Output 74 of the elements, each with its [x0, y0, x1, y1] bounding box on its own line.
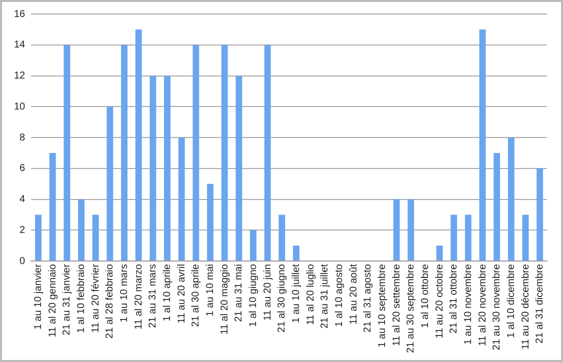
x-tick-label: 1 al 10 agosto [334, 264, 345, 327]
x-tick-label: 1 al 10 dicembre [506, 264, 517, 338]
x-tick-label: 11 al 20 maggio [219, 264, 230, 334]
x-tick-label: 21 au 31 mai [234, 264, 245, 322]
x-tick-label: 11 al 20 marzo [133, 264, 144, 330]
x-tick-label: 11 al 20 novembre [477, 264, 488, 346]
bar [178, 138, 185, 261]
bar [106, 106, 114, 261]
bar [121, 44, 128, 261]
bar [150, 76, 156, 261]
x-tick-label: 11 au 20 octobre [434, 264, 446, 338]
y-tick-label: 10 [14, 101, 26, 112]
x-tick-label: 11 al 20 settembre [391, 264, 402, 346]
y-tick-label: 2 [20, 224, 26, 236]
bar [508, 138, 514, 261]
bar [450, 214, 458, 261]
x-tick-label: 21 au 31 mars [148, 264, 159, 328]
bar [35, 214, 42, 261]
y-tick-label: 8 [20, 132, 26, 144]
bar [250, 230, 256, 261]
x-tick-label: 21 al 30 giugno [276, 264, 288, 332]
bar [464, 214, 472, 261]
x-tick-label: 1 au 10 mars [119, 264, 130, 322]
x-tick-label: 21 al 30 aprile [190, 264, 202, 327]
bar [393, 199, 400, 261]
x-tick-label: 1 au 10 janvier [33, 263, 44, 330]
x-tick-label: 11 au 20 août [348, 264, 360, 324]
y-tick-label: 12 [14, 70, 26, 82]
bar [92, 214, 99, 261]
bar [264, 44, 271, 261]
x-tick-label: 11 al 20 luglio [305, 264, 316, 326]
bar [135, 29, 142, 261]
y-tick-label: 16 [14, 8, 26, 20]
x-tick-label: 21 al 28 febbraio [104, 264, 116, 339]
y-tick-label: 14 [14, 40, 26, 51]
bar [192, 44, 200, 261]
x-tick-label: 11 au 20 février [90, 263, 102, 333]
x-tick-label: 1 au 10 septembre [376, 264, 388, 348]
x-tick-label: 11 au 20 décembre [520, 264, 532, 350]
x-tick-label: 11 au 20 juin [262, 264, 274, 321]
x-tick-label: 21 al 31 ottobre [448, 264, 460, 334]
bar [64, 44, 70, 261]
bar [494, 152, 500, 261]
x-tick-label: 1 al 10 giugno [248, 264, 259, 327]
x-tick-label: 21 au 30 novembre [492, 264, 503, 350]
x-tick-label: 21 au 30 septembre [406, 264, 417, 354]
bar [221, 44, 228, 261]
x-tick-label: 21 al 31 dicembre [534, 264, 546, 344]
bar [408, 199, 414, 261]
y-tick-label: 6 [20, 163, 26, 174]
bar [236, 76, 242, 261]
bar [479, 29, 486, 261]
y-tick-label: 0 [20, 256, 26, 267]
x-tick-label: 1 al 10 aprile [162, 264, 174, 322]
x-tick-label: 21 al 31 agosto [362, 264, 374, 332]
bar [293, 246, 300, 261]
y-tick-label: 4 [20, 194, 26, 206]
bar [522, 214, 529, 261]
x-tick-label: 11 al 20 gennaio [47, 264, 58, 338]
x-tick-label: 1 au 10 novembre [462, 264, 474, 345]
x-tick-label: 1 au 10 juillet [290, 264, 302, 323]
x-tick-label: 11 au 20 avril [176, 264, 188, 324]
x-tick-label: 21 au 31 juillet [320, 264, 331, 329]
x-tick-label: 1 al 10 febbraio [76, 264, 88, 334]
bar [49, 152, 56, 261]
bar [536, 168, 544, 261]
bar [436, 246, 443, 261]
bar [78, 199, 84, 261]
x-tick-label: 1 al 10 ottobre [420, 264, 431, 328]
x-tick-label: 21 au 31 janvier [62, 263, 73, 336]
bar [164, 76, 170, 261]
bar [207, 184, 214, 261]
bar [278, 214, 286, 261]
x-tick-label: 1 au 10 mai [204, 264, 216, 316]
